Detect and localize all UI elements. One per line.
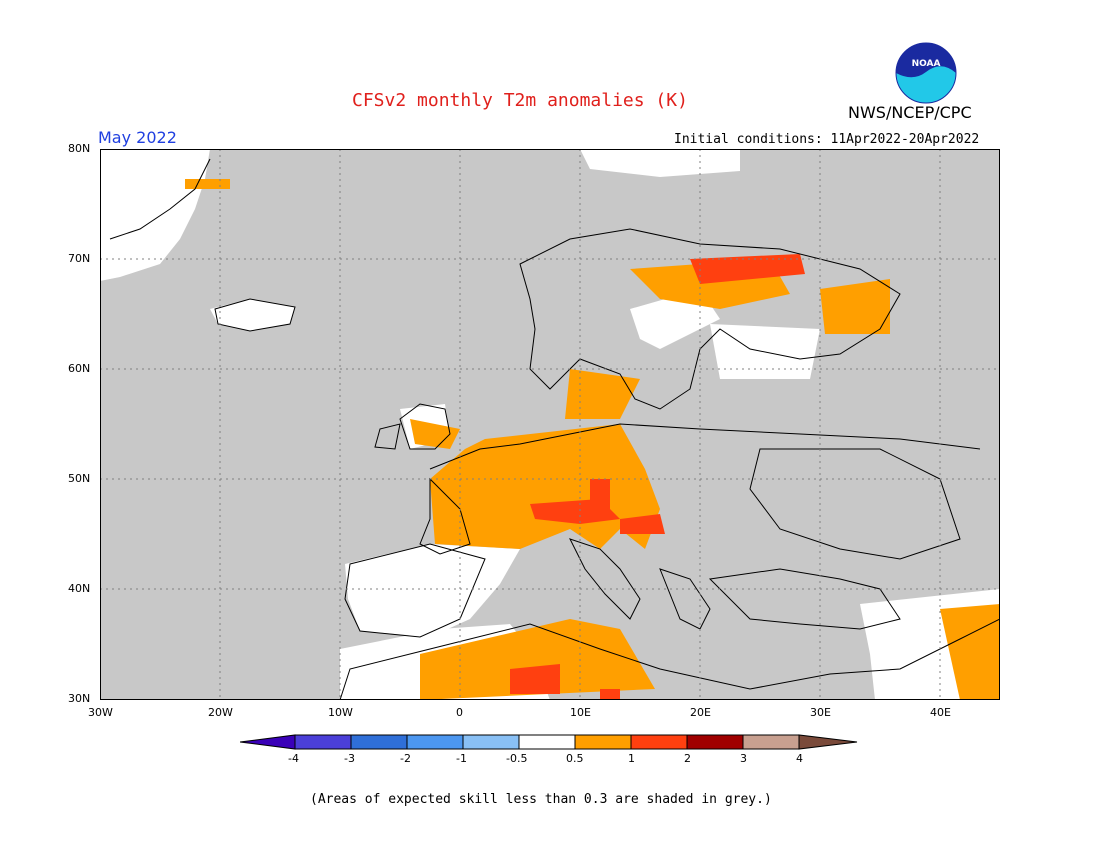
lon-label: 20E [690, 706, 711, 719]
lon-label: 20W [208, 706, 233, 719]
coastlines [109, 158, 1000, 700]
lon-label: 10E [570, 706, 591, 719]
colorbar-label: -0.5 [506, 752, 528, 765]
colorbar-label: 4 [796, 752, 803, 765]
initial-conditions: Initial conditions: 11Apr2022-20Apr2022 [674, 132, 980, 147]
colorbar-label: 3 [740, 752, 747, 765]
colorbar-label: -3 [344, 752, 355, 765]
colorbar-segment [686, 734, 744, 750]
lon-label: 40E [930, 706, 951, 719]
colorbar [240, 734, 858, 750]
colorbar-label: 0.5 [566, 752, 584, 765]
map-background [100, 149, 1000, 700]
anomaly-map [100, 149, 1000, 700]
lat-label: 60N [68, 362, 91, 375]
lon-label: 0 [456, 706, 463, 719]
footnote: (Areas of expected skill less than 0.3 a… [310, 792, 772, 807]
anomaly-1-2 [510, 254, 805, 700]
forecast-month: May 2022 [98, 128, 177, 147]
lat-label: 40N [68, 582, 91, 595]
colorbar-label: -4 [288, 752, 299, 765]
colorbar-segment [742, 734, 800, 750]
colorbar-max-triangle [798, 734, 858, 750]
colorbar-segment [574, 734, 632, 750]
lon-label: 30E [810, 706, 831, 719]
center-name: NWS/NCEP/CPC [848, 103, 972, 122]
colorbar-label: -2 [400, 752, 411, 765]
graticule [100, 149, 1000, 700]
lon-label: 30W [88, 706, 113, 719]
colorbar-segment [462, 734, 520, 750]
colorbar-label: 2 [684, 752, 691, 765]
lat-label: 80N [68, 142, 91, 155]
colorbar-segment [294, 734, 352, 750]
colorbar-segment [518, 734, 576, 750]
colorbar-segment [630, 734, 688, 750]
lon-label: 10W [328, 706, 353, 719]
colorbar-segment [406, 734, 464, 750]
lat-label: 50N [68, 472, 91, 485]
colorbar-label: 1 [628, 752, 635, 765]
colorbar-min-triangle [240, 734, 296, 750]
lat-label: 70N [68, 252, 91, 265]
chart-title: CFSv2 monthly T2m anomalies (K) [352, 90, 688, 111]
logo-text: NOAA [912, 59, 941, 69]
colorbar-label: -1 [456, 752, 467, 765]
colorbar-segment [350, 734, 408, 750]
noaa-logo: NOAA [895, 42, 957, 104]
lat-label: 30N [68, 692, 91, 705]
